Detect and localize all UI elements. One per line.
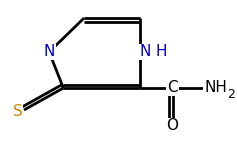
Text: N: N [140,44,151,59]
Text: 2: 2 [227,89,235,102]
Text: O: O [167,119,178,133]
Text: H: H [155,44,167,59]
Text: N: N [43,44,55,59]
Text: S: S [13,104,22,119]
Text: C: C [167,81,178,96]
Text: NH: NH [204,81,227,96]
